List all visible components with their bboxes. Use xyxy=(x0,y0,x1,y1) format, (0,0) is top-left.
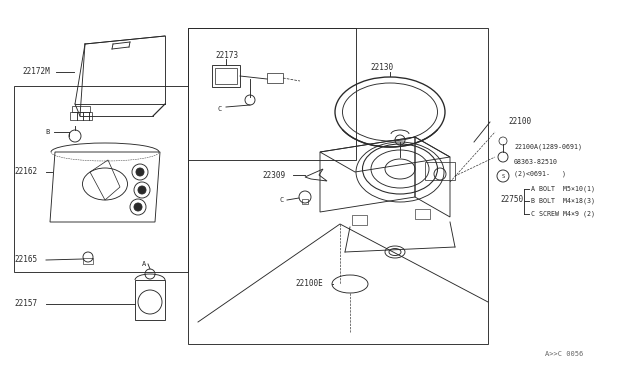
Bar xyxy=(425,162,455,180)
Bar xyxy=(70,112,92,120)
Bar xyxy=(83,258,93,264)
Bar xyxy=(212,65,240,87)
Circle shape xyxy=(138,186,146,194)
Circle shape xyxy=(136,168,144,176)
Text: 22172M: 22172M xyxy=(22,67,50,77)
Circle shape xyxy=(134,203,142,211)
Text: 22100: 22100 xyxy=(508,118,531,126)
Text: 08363-82510: 08363-82510 xyxy=(514,159,558,165)
Bar xyxy=(14,86,188,272)
Bar xyxy=(215,68,237,84)
Bar xyxy=(302,199,308,204)
Bar xyxy=(415,209,430,219)
Text: 22100E: 22100E xyxy=(295,279,323,289)
Text: A>>C 0056: A>>C 0056 xyxy=(545,351,583,357)
Bar xyxy=(188,28,488,344)
Text: B BOLT  M4×18(3): B BOLT M4×18(3) xyxy=(531,198,595,204)
Bar xyxy=(72,106,90,112)
Text: 22309: 22309 xyxy=(262,170,285,180)
Text: 22100A(1289-0691): 22100A(1289-0691) xyxy=(514,144,582,150)
Text: C: C xyxy=(217,106,221,112)
Bar xyxy=(352,215,367,225)
Text: S: S xyxy=(501,173,504,179)
Bar xyxy=(135,280,165,320)
Text: 22173: 22173 xyxy=(215,51,238,60)
Text: (2)<0691-   ): (2)<0691- ) xyxy=(514,171,566,177)
Text: C: C xyxy=(280,197,284,203)
Text: B: B xyxy=(45,129,49,135)
Text: A: A xyxy=(142,261,147,267)
Bar xyxy=(267,73,283,83)
Text: 22130: 22130 xyxy=(370,64,393,73)
Text: C SCREW M4×9 (2): C SCREW M4×9 (2) xyxy=(531,211,595,217)
Text: 22162: 22162 xyxy=(14,167,37,176)
Text: A BOLT  M5×10(1): A BOLT M5×10(1) xyxy=(531,186,595,192)
Text: 22165: 22165 xyxy=(14,256,37,264)
Text: 22750: 22750 xyxy=(500,195,523,203)
Text: 22157: 22157 xyxy=(14,299,37,308)
Bar xyxy=(188,28,356,160)
